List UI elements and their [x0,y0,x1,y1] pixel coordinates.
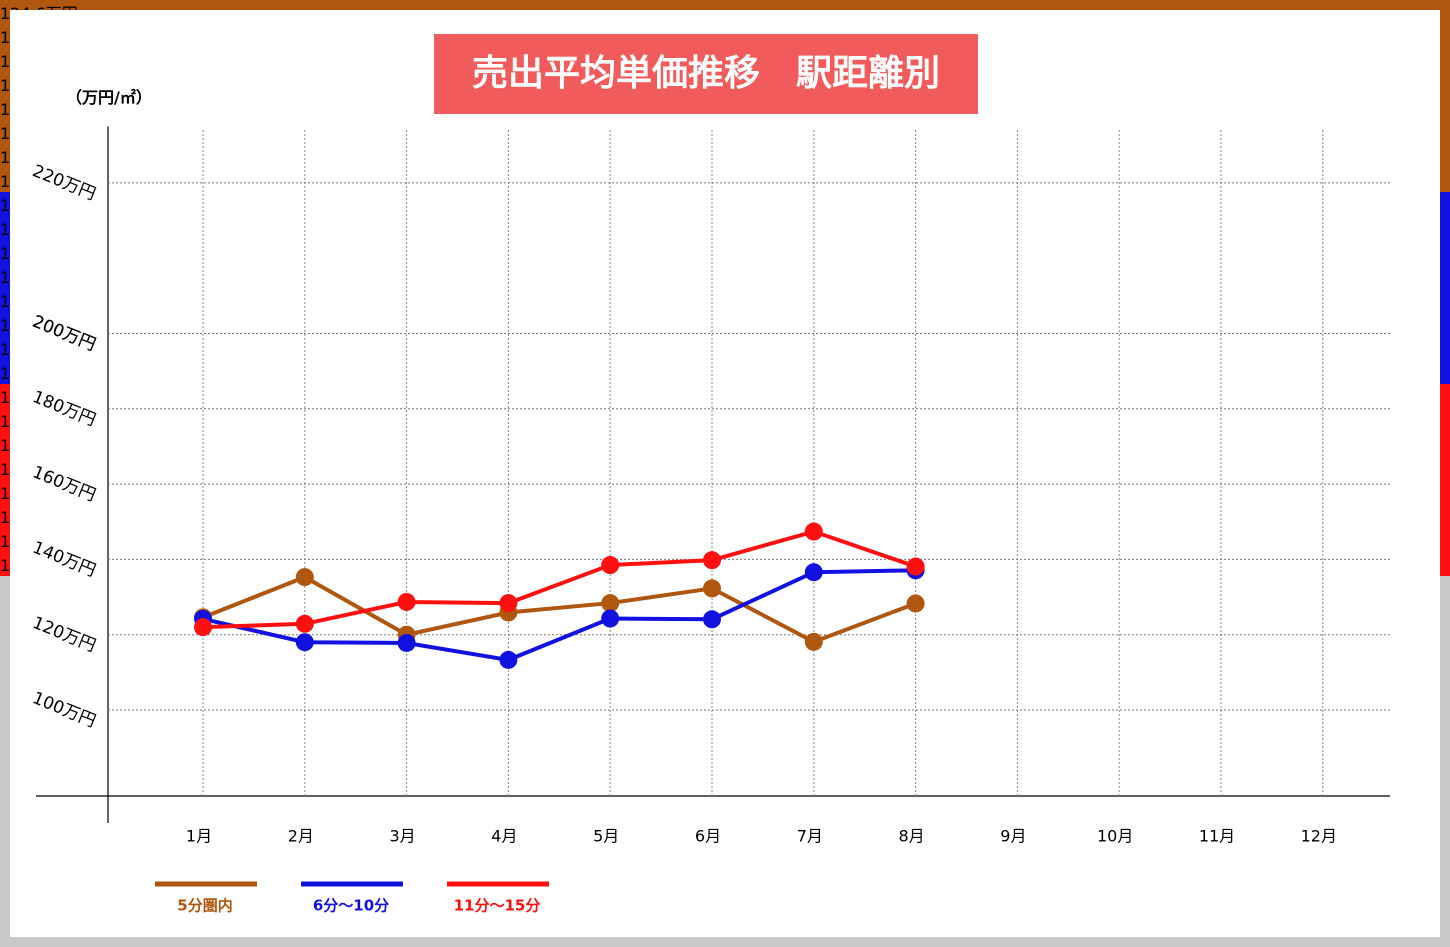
series-line [202,529,917,630]
data-point [295,633,314,652]
x-tick-label: 8月 [899,827,925,846]
data-point [601,609,620,628]
data-point [397,633,416,652]
data-point [804,563,823,582]
data-point [499,594,518,613]
y-tick-label: 140万円 [29,538,98,581]
y-tick-label: 180万円 [29,387,98,430]
data-point [295,614,314,633]
data-point [804,522,823,541]
data-point [194,618,212,637]
x-tick-label: 7月 [797,827,823,846]
y-tick-label: 220万円 [29,161,98,204]
y-axis-label: （万円/㎡） [66,88,152,107]
y-tick-label: 100万円 [29,688,98,731]
data-point [906,594,925,613]
data-point [703,551,721,570]
x-tick-label: 11月 [1199,827,1235,846]
x-tick-label: 12月 [1301,827,1337,846]
x-tick-label: 6月 [695,827,721,846]
series-line [202,574,917,645]
data-point [601,556,620,575]
x-tick-label: 4月 [491,827,517,846]
legend-label: 11分～15分 [454,897,541,915]
data-point [906,557,925,576]
x-tick-label: 10月 [1097,827,1133,846]
data-point [397,592,416,611]
data-point [499,650,518,669]
series-line [202,568,916,662]
data-point [703,579,721,598]
x-tick-label: 3月 [390,827,416,846]
y-tick-label: 120万円 [29,613,98,656]
x-tick-label: 5月 [593,827,619,846]
x-tick-label: 1月 [186,827,212,846]
data-point [804,632,823,651]
y-tick-label: 160万円 [29,462,98,505]
legend-label: 6分～10分 [313,897,389,915]
data-point [703,610,721,629]
frame [10,10,1440,937]
data-point [295,568,314,587]
legend-label: 5分圏内 [177,897,232,915]
x-tick-label: 9月 [1000,827,1026,846]
chart-title: 売出平均単価推移 駅距離別 [434,34,978,114]
data-point [601,594,620,613]
y-tick-label: 200万円 [29,312,98,355]
x-tick-label: 2月 [288,827,314,846]
